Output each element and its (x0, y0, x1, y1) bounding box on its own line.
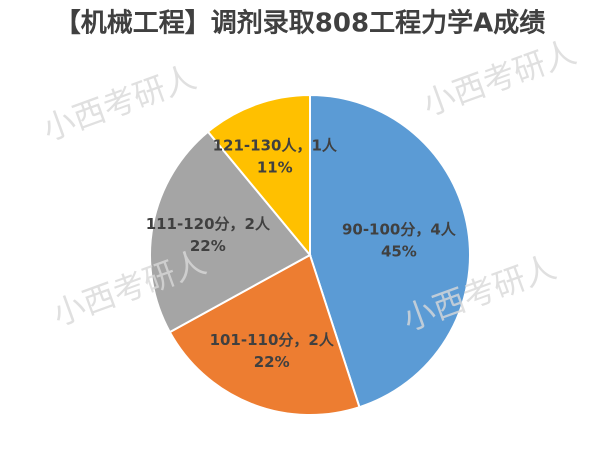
slice-category-label: 121-130人，1人 (213, 137, 338, 155)
watermark: 小西考研人 (418, 33, 581, 123)
slice-category-label: 101-110分，2人 (210, 331, 335, 349)
slice-category-label: 90-100分，4人 (342, 220, 457, 238)
chart-title: 【机械工程】调剂录取808工程力学A成绩 (55, 8, 545, 39)
pie-slice (309, 93, 471, 409)
slice-category-label: 111-120分，2人 (146, 215, 271, 233)
watermark: 小西考研人 (38, 58, 201, 148)
slice-value-label: 22% (190, 237, 226, 255)
slice-value-label: 11% (257, 159, 293, 177)
pie-slice (206, 93, 311, 258)
slice-value-label: 45% (381, 242, 417, 260)
pie-slice (168, 253, 361, 416)
pie-slice (149, 130, 312, 334)
slice-value-label: 22% (254, 353, 290, 371)
